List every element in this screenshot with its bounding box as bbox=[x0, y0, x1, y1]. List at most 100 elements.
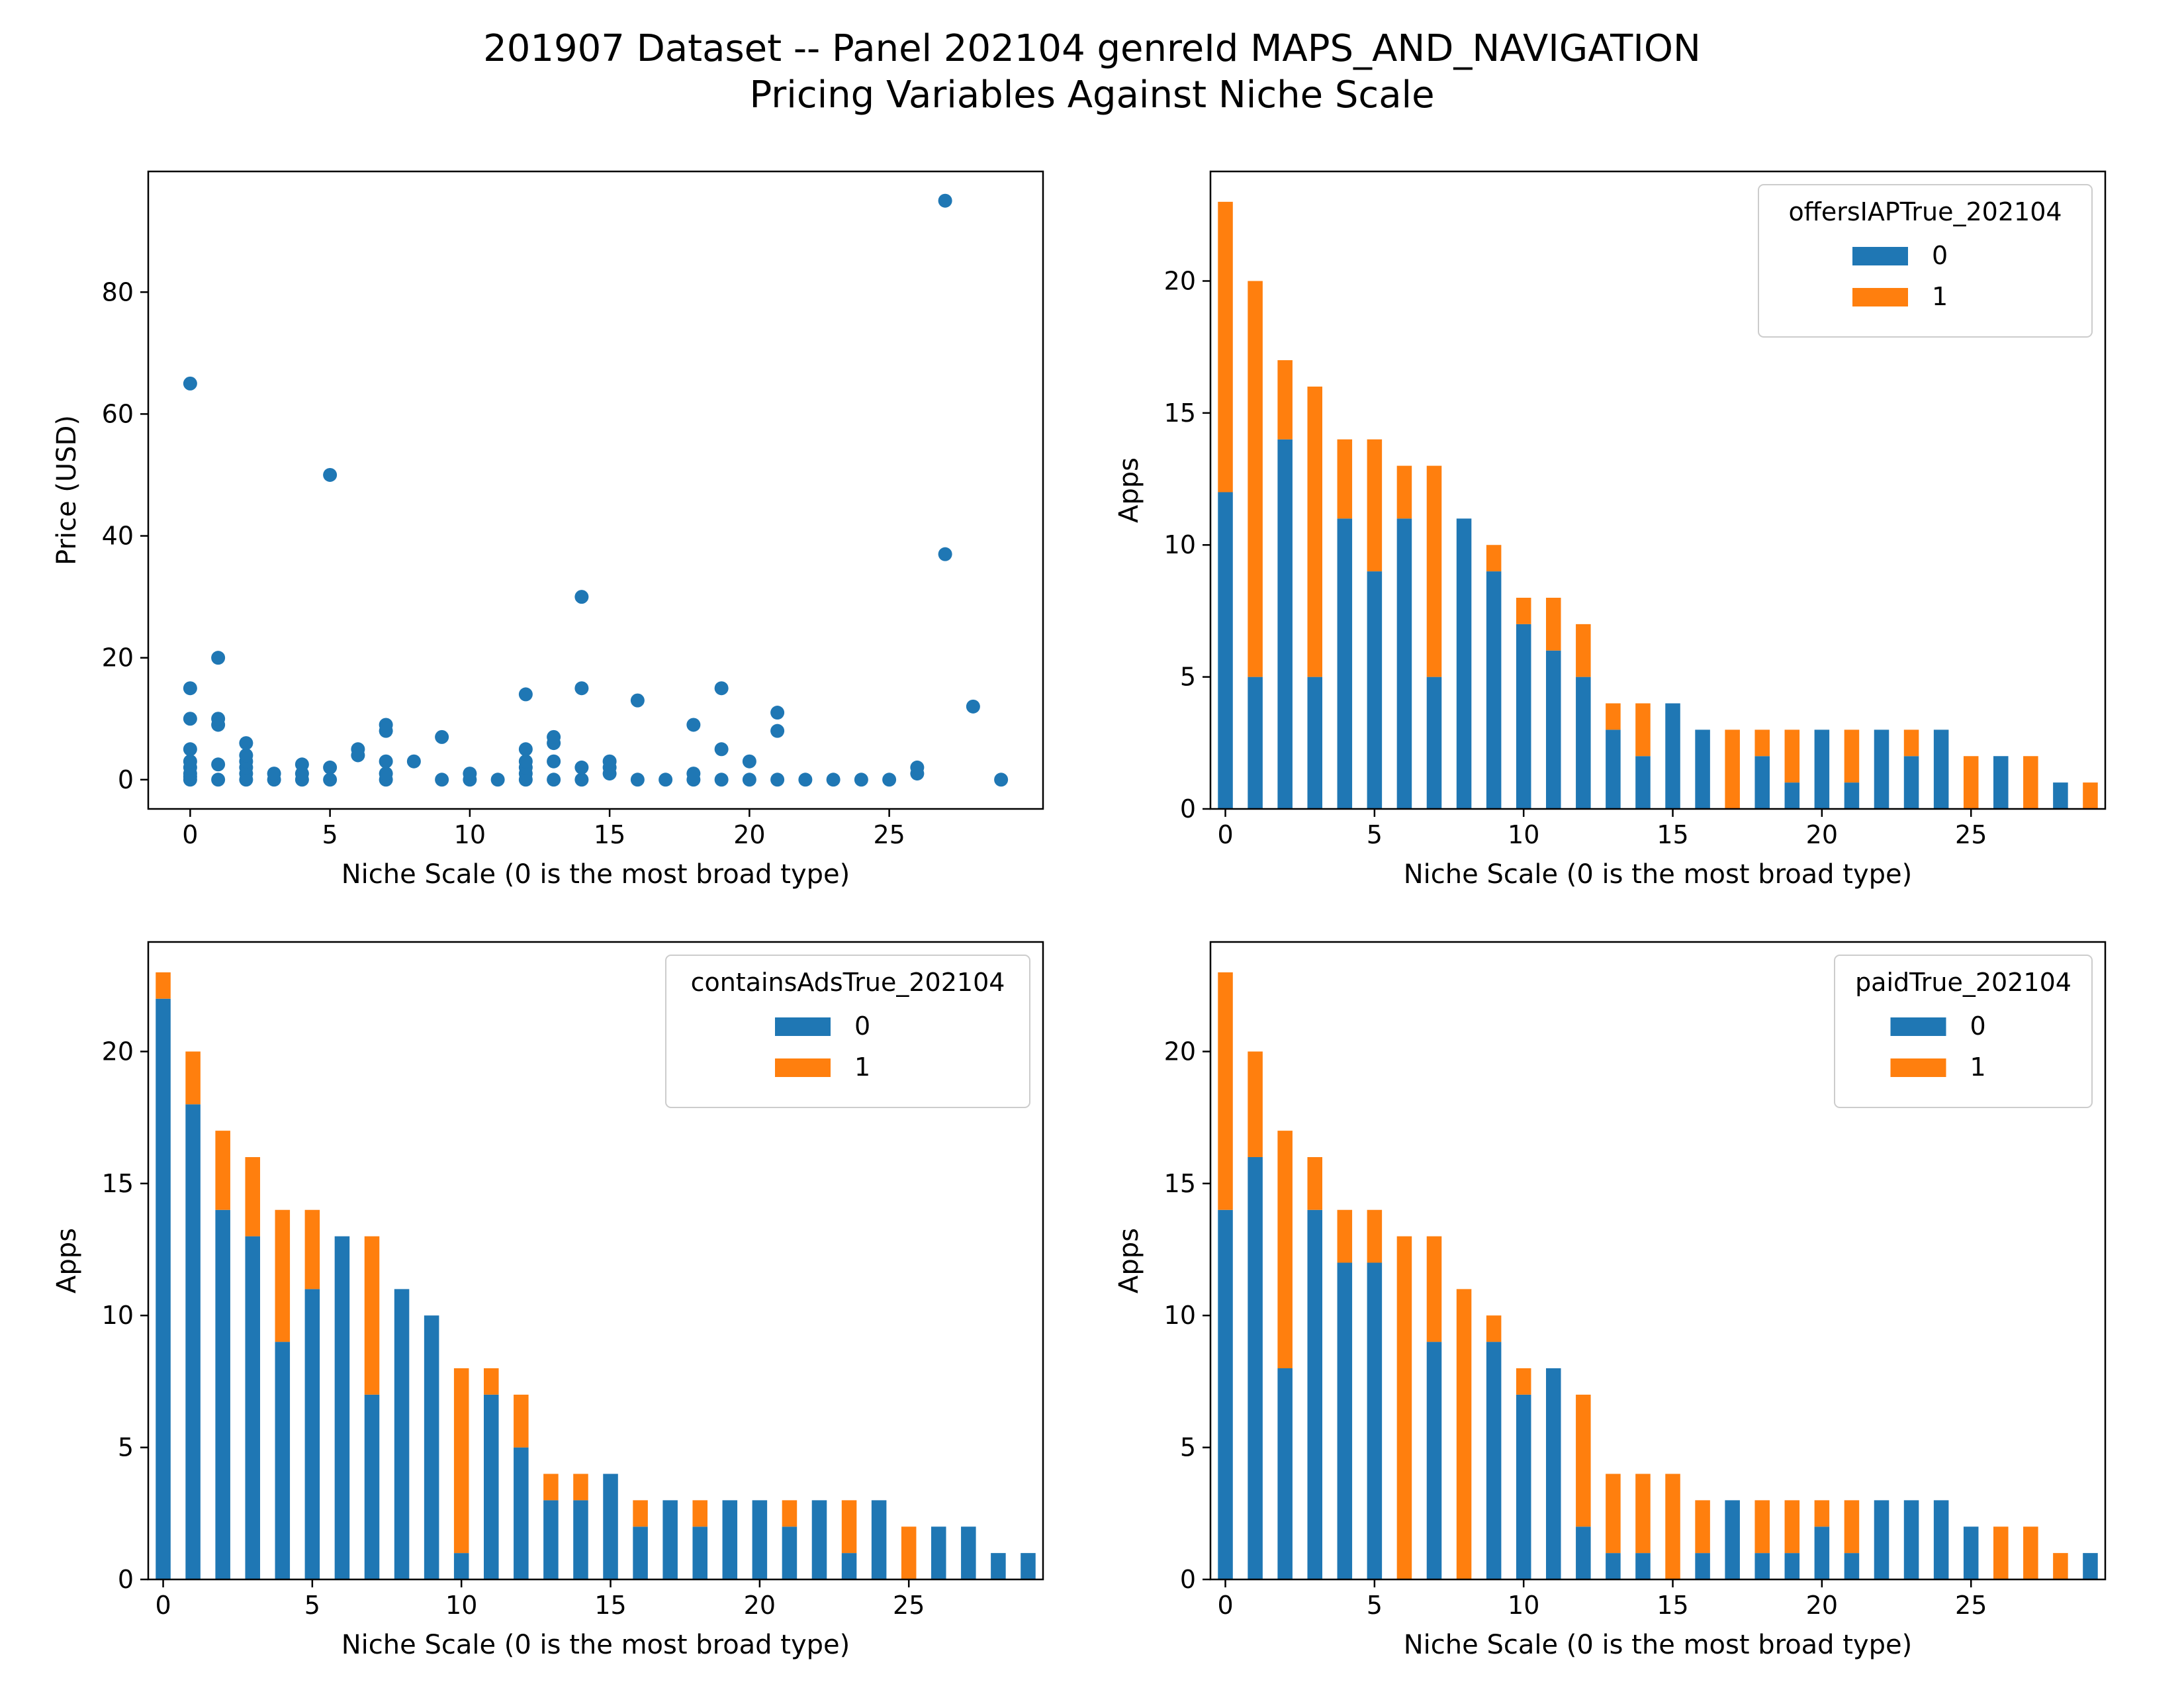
scatter-point bbox=[211, 773, 226, 787]
bar-series-0 bbox=[1606, 729, 1621, 809]
scatter-point bbox=[267, 767, 281, 781]
bar-series-1 bbox=[1844, 1500, 1860, 1554]
y-tick-label: 0 bbox=[1180, 1565, 1196, 1594]
x-axis-label: Niche Scale (0 is the most broad type) bbox=[1404, 1630, 1913, 1660]
scatter-point bbox=[547, 773, 561, 787]
scatter-point bbox=[435, 773, 449, 787]
bar-series-1 bbox=[633, 1500, 648, 1527]
scatter-point bbox=[630, 693, 645, 708]
y-tick-label: 15 bbox=[102, 1169, 134, 1198]
scatter-point bbox=[183, 681, 197, 696]
scatter-point bbox=[379, 767, 393, 781]
x-tick-label: 5 bbox=[304, 1591, 320, 1620]
bar-series-0 bbox=[1576, 1526, 1591, 1579]
bar-series-1 bbox=[1754, 729, 1770, 757]
bar-series-0 bbox=[931, 1526, 946, 1579]
y-axis-label: Apps bbox=[52, 1228, 82, 1293]
scatter-point bbox=[798, 773, 813, 787]
bar-series-1 bbox=[1754, 1500, 1770, 1554]
x-tick-label: 20 bbox=[733, 820, 765, 849]
bar-series-1 bbox=[1337, 1209, 1353, 1263]
bar-series-0 bbox=[1307, 677, 1322, 809]
scatter-point bbox=[518, 687, 533, 702]
bar-series-0 bbox=[692, 1526, 707, 1579]
legend-label-1: 1 bbox=[854, 1053, 870, 1082]
y-tick-label: 5 bbox=[1180, 1433, 1196, 1462]
scatter-point bbox=[770, 724, 785, 738]
scatter-point bbox=[183, 742, 197, 757]
bar-series-1 bbox=[1367, 1209, 1383, 1263]
y-tick-label: 20 bbox=[1164, 266, 1196, 295]
bar-series-1 bbox=[1963, 756, 1979, 809]
bar-series-0 bbox=[782, 1526, 797, 1579]
x-tick-label: 25 bbox=[1955, 1591, 1987, 1620]
bar-series-1 bbox=[1396, 465, 1412, 519]
scatter-point bbox=[183, 754, 197, 769]
scatter-point bbox=[714, 742, 729, 757]
bar-series-1 bbox=[1426, 465, 1442, 677]
scatter-point bbox=[742, 754, 756, 769]
bar-series-1 bbox=[1396, 1236, 1412, 1579]
bar-series-0 bbox=[1784, 782, 1800, 809]
bar-series-1 bbox=[1516, 1368, 1531, 1395]
x-tick-label: 0 bbox=[182, 820, 198, 849]
scatter-point bbox=[630, 773, 645, 787]
bar-series-0 bbox=[1486, 1342, 1502, 1579]
bar-series-0 bbox=[394, 1289, 410, 1579]
bar-series-0 bbox=[662, 1500, 678, 1579]
scatter-point bbox=[211, 712, 226, 726]
bar-series-1 bbox=[1456, 1289, 1472, 1579]
legend-label-0: 0 bbox=[854, 1011, 870, 1041]
scatter-point bbox=[854, 773, 868, 787]
bar-series-0 bbox=[185, 1104, 201, 1579]
bar-series-0 bbox=[1814, 1526, 1830, 1579]
bar-series-1 bbox=[1486, 1315, 1502, 1342]
x-tick-label: 10 bbox=[445, 1591, 477, 1620]
figure-title-line1: 201907 Dataset -- Panel 202104 genreId M… bbox=[483, 27, 1701, 70]
bar-series-1 bbox=[1546, 597, 1561, 651]
bar-series-0 bbox=[1486, 571, 1502, 809]
bar-series-0 bbox=[1516, 1394, 1531, 1579]
bar-series-1 bbox=[1576, 624, 1591, 677]
x-axis-label: Niche Scale (0 is the most broad type) bbox=[341, 859, 850, 890]
x-tick-label: 25 bbox=[873, 820, 905, 849]
figure-title-line2: Pricing Variables Against Niche Scale bbox=[749, 73, 1434, 117]
scatter-point bbox=[490, 773, 505, 787]
bar-series-0 bbox=[1933, 1500, 1949, 1579]
x-tick-label: 0 bbox=[1217, 1591, 1233, 1620]
scatter-point bbox=[239, 748, 253, 763]
bar-series-0 bbox=[1903, 756, 1919, 809]
bar-series-1 bbox=[215, 1131, 230, 1210]
bar-series-1 bbox=[1665, 1474, 1680, 1579]
scatter-point bbox=[435, 729, 449, 744]
bar-series-0 bbox=[1546, 650, 1561, 809]
bar-series-1 bbox=[901, 1526, 917, 1579]
bar-series-0 bbox=[722, 1500, 738, 1579]
bar-series-0 bbox=[573, 1500, 588, 1579]
bar-series-1 bbox=[1367, 439, 1383, 572]
x-tick-label: 10 bbox=[1508, 1591, 1539, 1620]
bar-series-1 bbox=[2023, 756, 2038, 809]
x-axis-label: Niche Scale (0 is the most broad type) bbox=[1404, 859, 1913, 890]
bar-series-0 bbox=[1665, 703, 1680, 809]
axes-frame bbox=[1209, 941, 2107, 1581]
y-tick-label: 60 bbox=[102, 399, 134, 428]
bar-series-0 bbox=[871, 1500, 887, 1579]
bar-series-0 bbox=[1606, 1553, 1621, 1579]
x-tick-label: 20 bbox=[744, 1591, 776, 1620]
scatter-point bbox=[379, 718, 393, 732]
scatter-point bbox=[463, 767, 477, 781]
legend-swatch-1 bbox=[775, 1058, 831, 1077]
bar-series-1 bbox=[1814, 1500, 1830, 1527]
scatter-point bbox=[323, 760, 338, 774]
scatter-point bbox=[994, 773, 1009, 787]
y-tick-label: 20 bbox=[1164, 1037, 1196, 1066]
x-tick-label: 10 bbox=[1508, 820, 1539, 849]
bar-series-0 bbox=[991, 1553, 1006, 1579]
scatter-point bbox=[574, 773, 589, 787]
legend-swatch-0 bbox=[1890, 1017, 1946, 1036]
bar-series-1 bbox=[304, 1209, 320, 1289]
bar-series-1 bbox=[1248, 281, 1263, 677]
bar-series-0 bbox=[1993, 756, 2009, 809]
legend-box bbox=[665, 955, 1030, 1108]
